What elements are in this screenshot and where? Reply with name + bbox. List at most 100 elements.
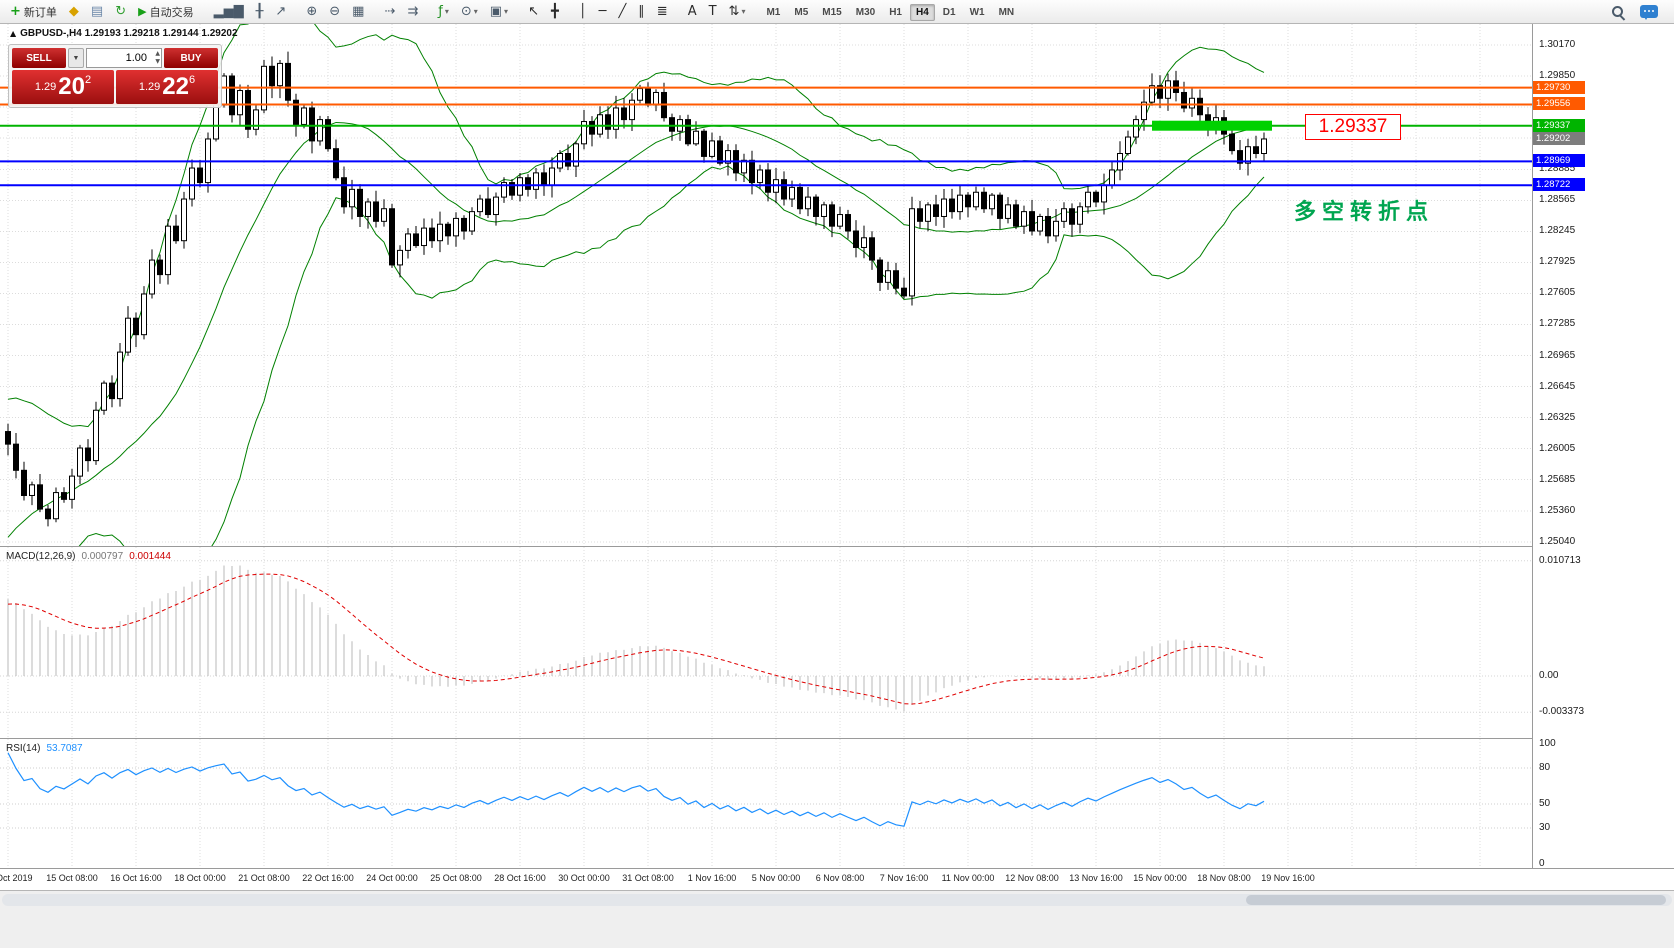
dropdown-caret-icon: ▾ [444,7,449,16]
indicators-icon[interactable]: ƒ ▾ [438,4,449,19]
status-bar [0,890,1674,948]
auto-trading-button[interactable]: ▶ 自动交易 [138,5,194,19]
turning-point-annotation[interactable]: 多空转折点 [1294,199,1435,224]
horizontal-line-icon[interactable]: ─ [598,4,607,19]
main-chart[interactable] [0,24,1532,546]
cursor-icon[interactable]: ↖ [528,4,539,19]
bar-chart-icon[interactable]: ▂▅▇ [213,4,244,19]
axis-label: 1.30170 [1539,39,1576,50]
time-label: 25 Oct 08:00 [430,873,482,883]
play-icon: ▶ [138,5,147,18]
panel-separator[interactable] [0,738,1674,739]
trendline-icon[interactable]: ╱ [618,4,627,19]
axis-label: 1.25040 [1539,535,1576,547]
vertical-line-icon[interactable]: │ [578,4,587,19]
timeframe-MN[interactable]: MN [998,7,1015,18]
axis-label: 80 [1539,762,1551,773]
crosshair-icon[interactable]: ╋ [550,4,559,19]
chat-icon[interactable] [1640,5,1658,20]
time-label: 18 Nov 08:00 [1197,873,1251,883]
arrows-icon[interactable]: ⇅ ▾ [728,4,746,19]
timeframe-D1[interactable]: D1 [942,7,956,18]
timeframe-M5[interactable]: M5 [794,7,809,18]
one-click-collapse-icon[interactable]: ▲ [10,29,17,38]
profiles-icon[interactable]: ▤ [90,4,104,19]
fibonacci-icon[interactable]: ≣ [656,4,668,19]
sell-button[interactable]: SELL [12,48,66,68]
volume-input[interactable] [86,48,162,68]
time-label: 24 Oct 00:00 [366,873,418,883]
macd-label: MACD(12,26,9) 0.000797 0.001444 [6,551,171,562]
plus-icon: + [10,4,21,19]
toolbar-items: + 新订单 ◆ ▤ ↻ ▶ 自动交易 ▂▅▇ ╂ ↗ ⊕ ⊖ ▦ ⇢ ⇉ ƒ ▾ ⊙ ▾ ▣ ▾ ↖ ╋ │ ─ ╱ ∥ ≣ A T ⇅ ▾ M… [4,1,1021,23]
search-icon [1610,4,1626,20]
axis-label: 0.010713 [1539,554,1581,566]
chart-shift-icon[interactable]: ⇉ [407,4,419,19]
refresh-icon[interactable]: ↻ [115,4,127,19]
label-icon[interactable]: T [708,4,717,19]
templates-icon[interactable]: ▣ ▾ [489,4,509,19]
time-label: 7 Nov 16:00 [879,873,929,883]
axis-label: 100 [1539,738,1556,749]
time-label: 30 Oct 00:00 [558,873,610,883]
time-axis[interactable]: 14 Oct 2019 15 Oct 08:00 16 Oct 16:00 18 Oc… [0,868,1674,890]
zoom-in-icon[interactable]: ⊕ [306,4,318,19]
axis-label: 1.28565 [1539,194,1576,206]
time-label: 15 Nov 00:00 [1133,873,1187,883]
time-label: 21 Oct 08:00 [238,873,290,883]
axis-label: 1.26965 [1539,349,1576,361]
channel-icon[interactable]: ∥ [638,4,645,19]
rsi-label: RSI(14) 53.7087 [6,743,83,754]
dropdown-caret-icon: ▾ [473,7,478,16]
favorites-icon[interactable]: ◆ [68,4,79,19]
order-type-dropdown[interactable]: ▼ [68,48,84,68]
periods-icon[interactable]: ⊙ ▾ [460,4,478,19]
panel-separator[interactable] [0,546,1674,547]
time-label: 15 Oct 08:00 [46,873,98,883]
chart-window: 1.30170 1.29850 1.28885 1.28565 1.28245 1.279… [0,24,1674,890]
time-label: 22 Oct 16:00 [302,873,354,883]
price-axis[interactable]: 1.30170 1.29850 1.28885 1.28565 1.28245 1.279… [1532,24,1674,869]
price-tag: 1.29556 [1533,97,1585,111]
time-label: 18 Oct 00:00 [174,873,226,883]
tile-windows-icon[interactable]: ▦ [352,4,365,19]
chart-title: ▲ GBPUSD-,H4 1.29193 1.29218 1.29144 1.29… [10,28,238,39]
search-button[interactable] [1605,1,1631,23]
auto-scroll-icon[interactable]: ⇢ [384,4,396,19]
timeframe-W1[interactable]: W1 [969,7,985,18]
buy-button[interactable]: BUY [164,48,218,68]
new-order-button[interactable]: + 新订单 [10,4,57,19]
horizontal-scrollbar[interactable] [2,894,1672,906]
timeframe-M15[interactable]: M15 [822,7,842,18]
axis-label: 1.25360 [1539,504,1576,516]
candlestick-icon[interactable]: ╂ [255,4,264,19]
time-label: 31 Oct 08:00 [622,873,674,883]
price-tag: 1.28722 [1533,178,1585,192]
timeframe-H4[interactable]: H4 [909,4,935,21]
timeframe-H1[interactable]: H1 [889,7,902,18]
macd-panel[interactable] [0,547,1532,738]
zoom-out-icon[interactable]: ⊖ [329,4,341,19]
time-label: 12 Nov 08:00 [1005,873,1059,883]
time-label: 1 Nov 16:00 [687,873,737,883]
axis-label: 1.28885 [1539,163,1576,175]
axis-label: 1.27285 [1539,318,1576,330]
price-tag: 1.28969 [1533,154,1585,168]
volume-stepper[interactable]: ▲ ▼ [155,50,160,65]
timeframe-M1[interactable]: M1 [766,7,781,18]
scrollbar-thumb[interactable] [1246,895,1666,905]
axis-label: -0.003373 [1539,706,1585,718]
axis-label: 50 [1539,798,1551,809]
timeframe-M30[interactable]: M30 [855,7,876,18]
sell-price-button[interactable]: 1.29 20 2 [12,70,114,104]
price-callout-label[interactable]: 1.29337 [1305,114,1401,140]
text-icon[interactable]: A [687,4,697,19]
time-label: 14 Oct 2019 [0,873,33,883]
axis-label: 0 [1539,858,1545,869]
buy-price-button[interactable]: 1.29 22 6 [116,70,218,104]
rsi-panel[interactable] [0,739,1532,868]
axis-label: 30 [1539,822,1551,833]
time-label: 5 Nov 00:00 [751,873,801,883]
line-chart-icon[interactable]: ↗ [275,4,287,19]
toolbar: + 新订单 ◆ ▤ ↻ ▶ 自动交易 ▂▅▇ ╂ ↗ ⊕ ⊖ ▦ ⇢ ⇉ ƒ ▾ ⊙ ▾ ▣ ▾ ↖ ╋ │ ─ ╱ ∥ ≣ A T ⇅ ▾ M… [0,0,1674,24]
